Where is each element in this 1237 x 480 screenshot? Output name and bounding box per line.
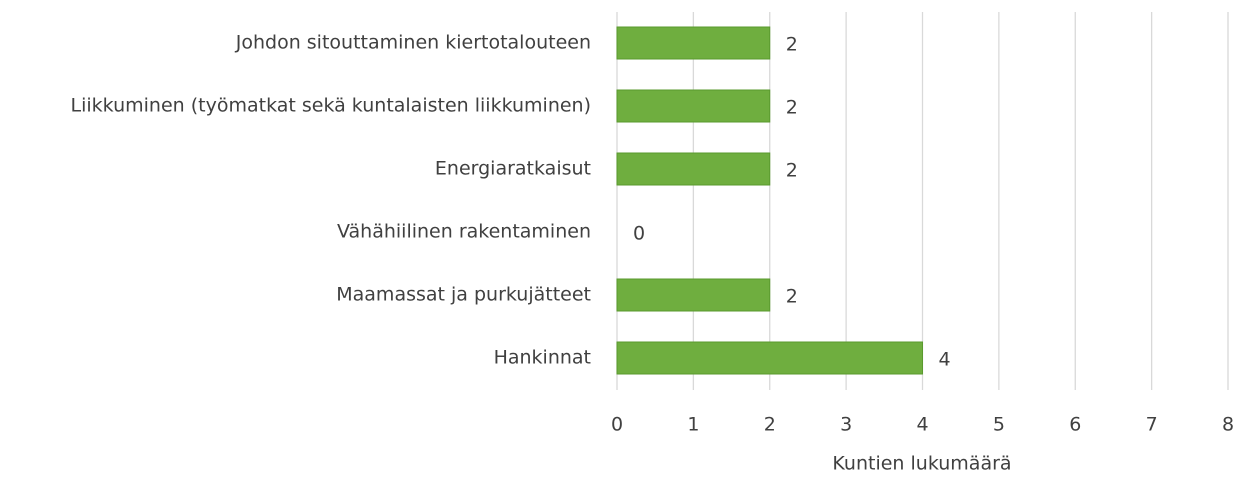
y-tick-label: Johdon sitouttaminen kiertotalouteen — [235, 32, 591, 54]
x-tick-label: 2 — [764, 414, 776, 436]
data-label: 0 — [633, 223, 645, 245]
data-label: 2 — [786, 34, 798, 56]
x-axis-label: Kuntien lukumäärä — [832, 453, 1011, 475]
bar — [616, 278, 771, 312]
y-tick-label: Maamassat ja purkujätteet — [336, 284, 591, 306]
y-tick-label: Energiaratkaisut — [435, 158, 591, 180]
bar — [616, 26, 771, 60]
x-tick-label: 7 — [1146, 414, 1158, 436]
x-tick-label: 8 — [1222, 414, 1234, 436]
x-tick-label: 4 — [916, 414, 928, 436]
bar — [616, 341, 923, 375]
bar — [616, 152, 771, 186]
x-tick-label: 5 — [993, 414, 1005, 436]
bar — [616, 89, 771, 123]
data-label: 2 — [786, 160, 798, 182]
data-label: 2 — [786, 97, 798, 119]
x-tick-label: 0 — [611, 414, 623, 436]
y-tick-label: Liikkuminen (työmatkat sekä kuntalaisten… — [71, 95, 591, 117]
x-tick-label: 1 — [687, 414, 699, 436]
data-label: 4 — [939, 349, 951, 371]
x-tick-label: 3 — [840, 414, 852, 436]
y-tick-label: Hankinnat — [494, 347, 591, 369]
data-label: 2 — [786, 286, 798, 308]
x-tick-label: 6 — [1069, 414, 1081, 436]
y-tick-label: Vähähiilinen rakentaminen — [337, 221, 591, 243]
